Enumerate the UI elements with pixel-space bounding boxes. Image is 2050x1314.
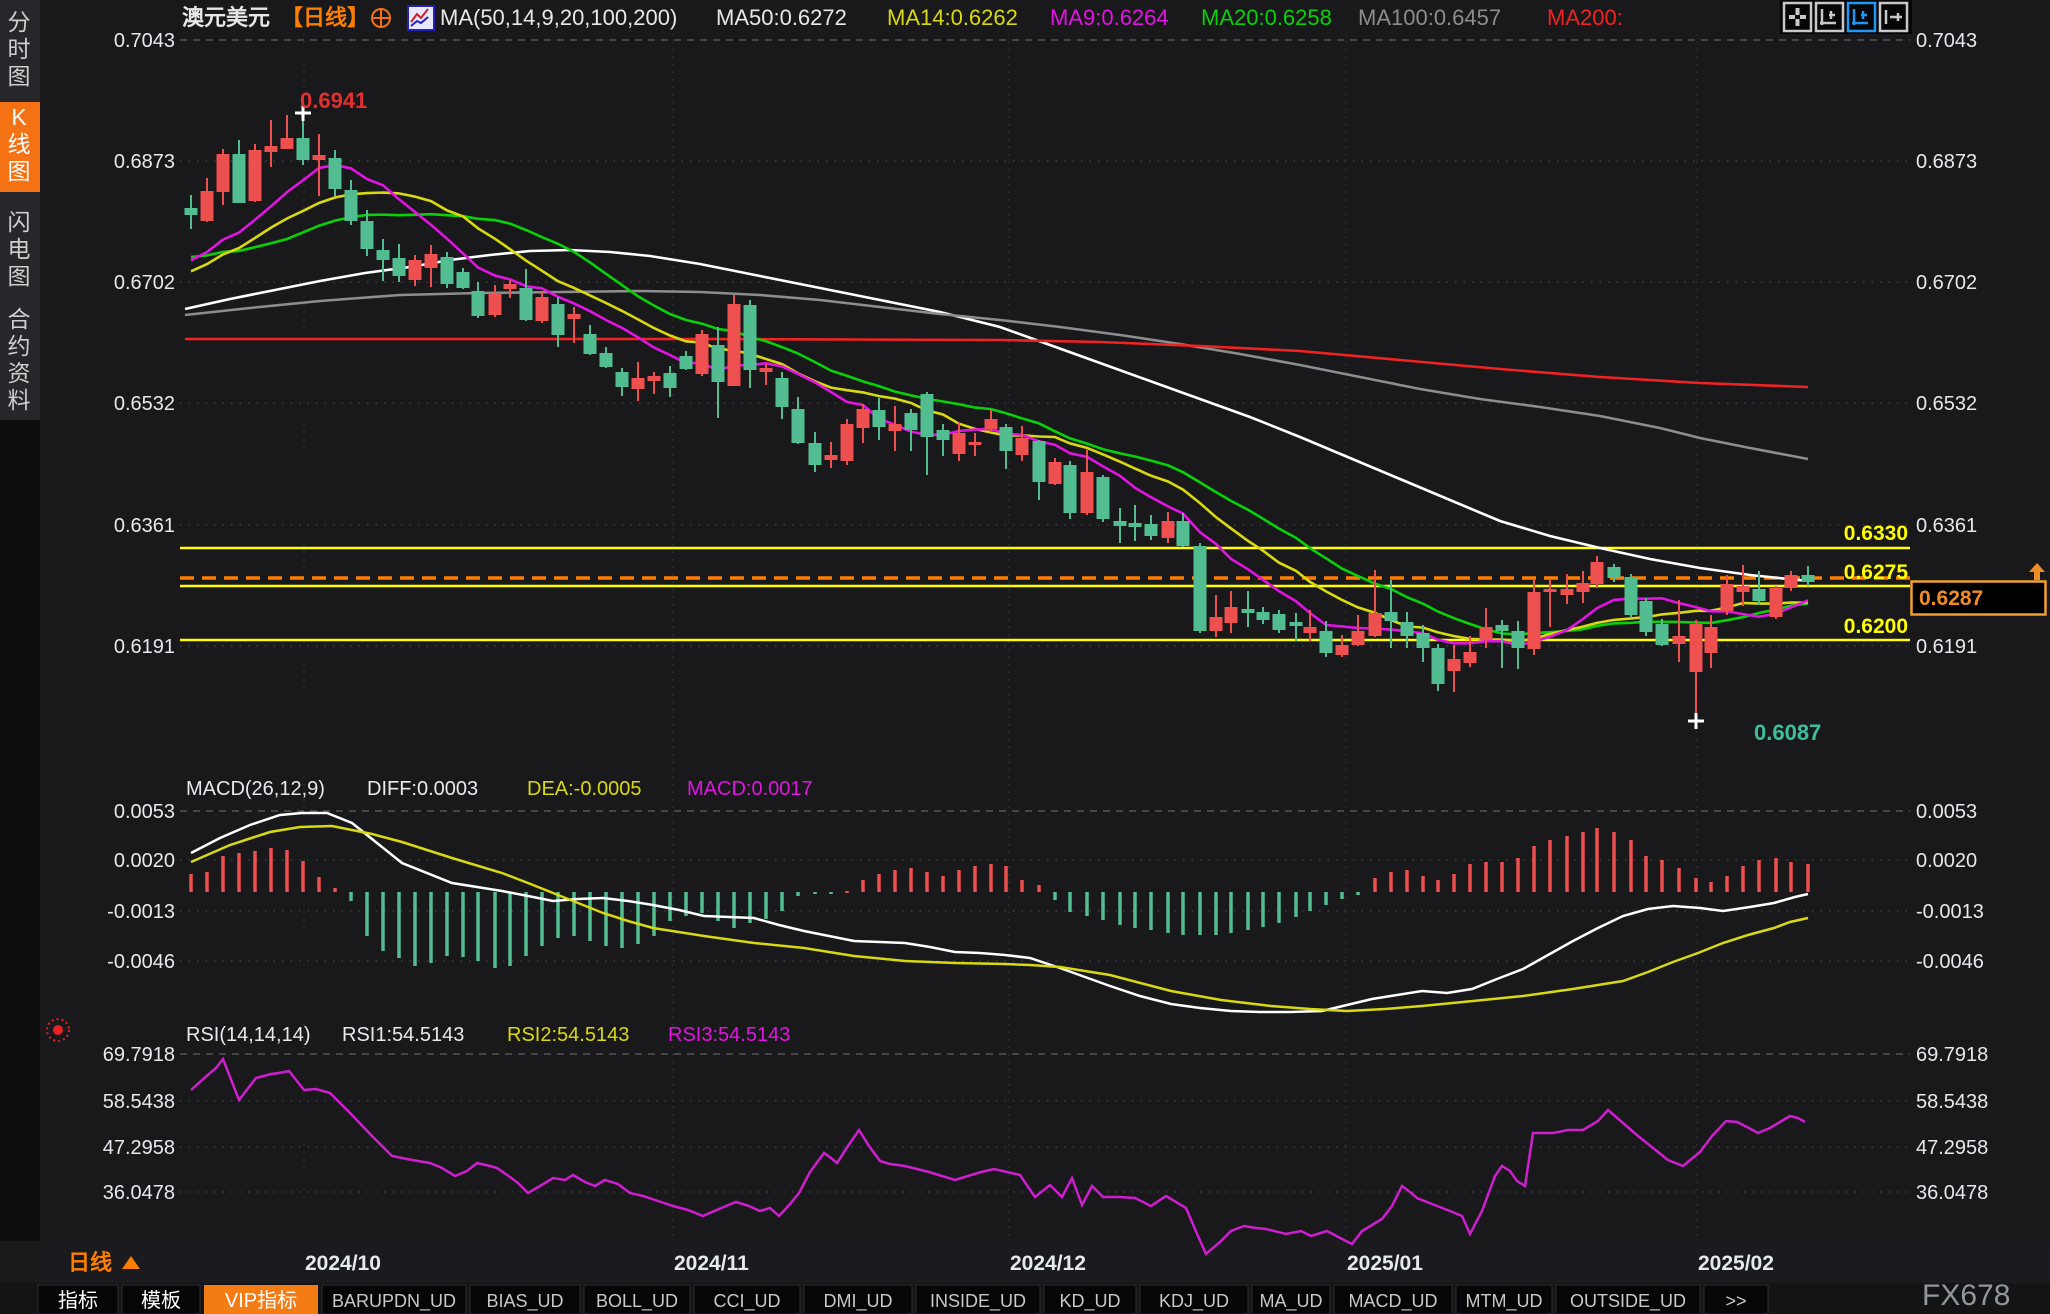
svg-text:-0.0013: -0.0013 [107, 901, 175, 923]
svg-text:线: 线 [8, 131, 31, 157]
svg-text:DIFF:0.0003: DIFF:0.0003 [367, 778, 478, 800]
svg-text:FX678: FX678 [1922, 1279, 2010, 1312]
svg-text:K: K [11, 104, 27, 130]
svg-text:DEA:-0.0005: DEA:-0.0005 [527, 778, 642, 800]
svg-text:69.7918: 69.7918 [1916, 1044, 1988, 1066]
svg-text:料: 料 [8, 387, 31, 413]
svg-text:MA(50,14,9,20,100,200): MA(50,14,9,20,100,200) [440, 5, 677, 30]
svg-text:0.0053: 0.0053 [1916, 801, 1977, 823]
svg-text:0.0053: 0.0053 [114, 801, 175, 823]
svg-text:CCI_UD: CCI_UD [713, 1291, 780, 1312]
svg-text:58.5438: 58.5438 [1916, 1091, 1988, 1113]
svg-text:日线: 日线 [68, 1250, 112, 1275]
svg-text:36.0478: 36.0478 [1916, 1182, 1988, 1204]
svg-text:图: 图 [8, 158, 31, 184]
svg-text:MACD:0.0017: MACD:0.0017 [687, 778, 813, 800]
svg-text:INSIDE_UD: INSIDE_UD [930, 1291, 1026, 1312]
svg-text:0.6873: 0.6873 [114, 151, 175, 173]
svg-text:约: 约 [8, 333, 31, 359]
svg-text:0.6087: 0.6087 [1754, 720, 1821, 745]
svg-text:OUTSIDE_UD: OUTSIDE_UD [1570, 1291, 1686, 1312]
svg-text:BARUPDN_UD: BARUPDN_UD [332, 1291, 456, 1312]
svg-text:模板: 模板 [141, 1289, 181, 1312]
svg-text:0.6361: 0.6361 [1916, 515, 1977, 537]
svg-text:0.7043: 0.7043 [1916, 30, 1977, 52]
svg-text:资: 资 [8, 360, 31, 386]
svg-text:MA14:0.6262: MA14:0.6262 [887, 5, 1018, 30]
svg-text:指标: 指标 [58, 1289, 98, 1312]
svg-text:0.6275: 0.6275 [1844, 561, 1909, 584]
svg-text:2024/11: 2024/11 [674, 1252, 749, 1275]
svg-text:【日线】: 【日线】 [281, 5, 369, 30]
svg-text:0.6191: 0.6191 [114, 636, 175, 658]
svg-text:RSI(14,14,14): RSI(14,14,14) [186, 1024, 311, 1046]
svg-text:澳元美元: 澳元美元 [182, 5, 270, 30]
svg-text:0.6532: 0.6532 [1916, 393, 1977, 415]
svg-text:电: 电 [8, 236, 31, 262]
svg-text:DMI_UD: DMI_UD [823, 1291, 892, 1312]
svg-text:MACD_UD: MACD_UD [1348, 1291, 1437, 1312]
svg-text:MA20:0.6258: MA20:0.6258 [1201, 5, 1332, 30]
svg-text:2024/10: 2024/10 [305, 1252, 381, 1275]
svg-text:MA50:0.6272: MA50:0.6272 [716, 5, 847, 30]
svg-text:47.2958: 47.2958 [1916, 1137, 1988, 1159]
svg-text:RSI2:54.5143: RSI2:54.5143 [507, 1024, 629, 1046]
svg-text:合: 合 [8, 306, 31, 332]
svg-text:0.0020: 0.0020 [1916, 850, 1977, 872]
svg-text:0.6702: 0.6702 [114, 272, 175, 294]
svg-text:图: 图 [8, 263, 31, 289]
svg-text:MA200:: MA200: [1547, 5, 1623, 30]
svg-text:0.6287: 0.6287 [1919, 587, 1983, 610]
svg-text:0.6330: 0.6330 [1844, 522, 1908, 545]
svg-text:-0.0046: -0.0046 [1916, 951, 1984, 973]
svg-text:0.6200: 0.6200 [1844, 615, 1908, 638]
svg-text:2025/01: 2025/01 [1347, 1252, 1423, 1275]
svg-text:分: 分 [8, 9, 31, 35]
svg-text:时: 时 [8, 36, 31, 62]
svg-text:2024/12: 2024/12 [1010, 1252, 1086, 1275]
svg-text:RSI3:54.5143: RSI3:54.5143 [668, 1024, 790, 1046]
svg-text:0.0020: 0.0020 [114, 850, 175, 872]
svg-text:MA100:0.6457: MA100:0.6457 [1358, 5, 1501, 30]
svg-text:RSI1:54.5143: RSI1:54.5143 [342, 1024, 464, 1046]
svg-text:图: 图 [8, 63, 31, 89]
svg-text:36.0478: 36.0478 [103, 1182, 175, 1204]
svg-text:MACD(26,12,9): MACD(26,12,9) [186, 778, 325, 800]
svg-text:闪: 闪 [8, 209, 31, 235]
svg-text:0.6873: 0.6873 [1916, 151, 1977, 173]
svg-text:0.6702: 0.6702 [1916, 272, 1977, 294]
svg-text:BIAS_UD: BIAS_UD [486, 1291, 563, 1312]
svg-text:MA_UD: MA_UD [1259, 1291, 1322, 1312]
svg-text:0.6361: 0.6361 [114, 515, 175, 537]
svg-text:0.6191: 0.6191 [1916, 636, 1977, 658]
svg-text:MTM_UD: MTM_UD [1466, 1291, 1543, 1312]
svg-text:MA9:0.6264: MA9:0.6264 [1050, 5, 1169, 30]
svg-text:>>: >> [1725, 1291, 1746, 1311]
svg-text:KD_UD: KD_UD [1059, 1291, 1120, 1312]
svg-text:-0.0013: -0.0013 [1916, 901, 1984, 923]
svg-text:0.6941: 0.6941 [300, 88, 367, 113]
svg-text:58.5438: 58.5438 [103, 1091, 175, 1113]
svg-text:0.7043: 0.7043 [114, 30, 175, 52]
svg-text:BOLL_UD: BOLL_UD [596, 1291, 678, 1312]
svg-text:2025/02: 2025/02 [1698, 1252, 1774, 1275]
svg-text:-0.0046: -0.0046 [107, 951, 175, 973]
svg-text:69.7918: 69.7918 [103, 1044, 175, 1066]
svg-text:KDJ_UD: KDJ_UD [1159, 1291, 1229, 1312]
svg-text:47.2958: 47.2958 [103, 1137, 175, 1159]
svg-text:VIP指标: VIP指标 [225, 1289, 297, 1312]
svg-text:0.6532: 0.6532 [114, 393, 175, 415]
